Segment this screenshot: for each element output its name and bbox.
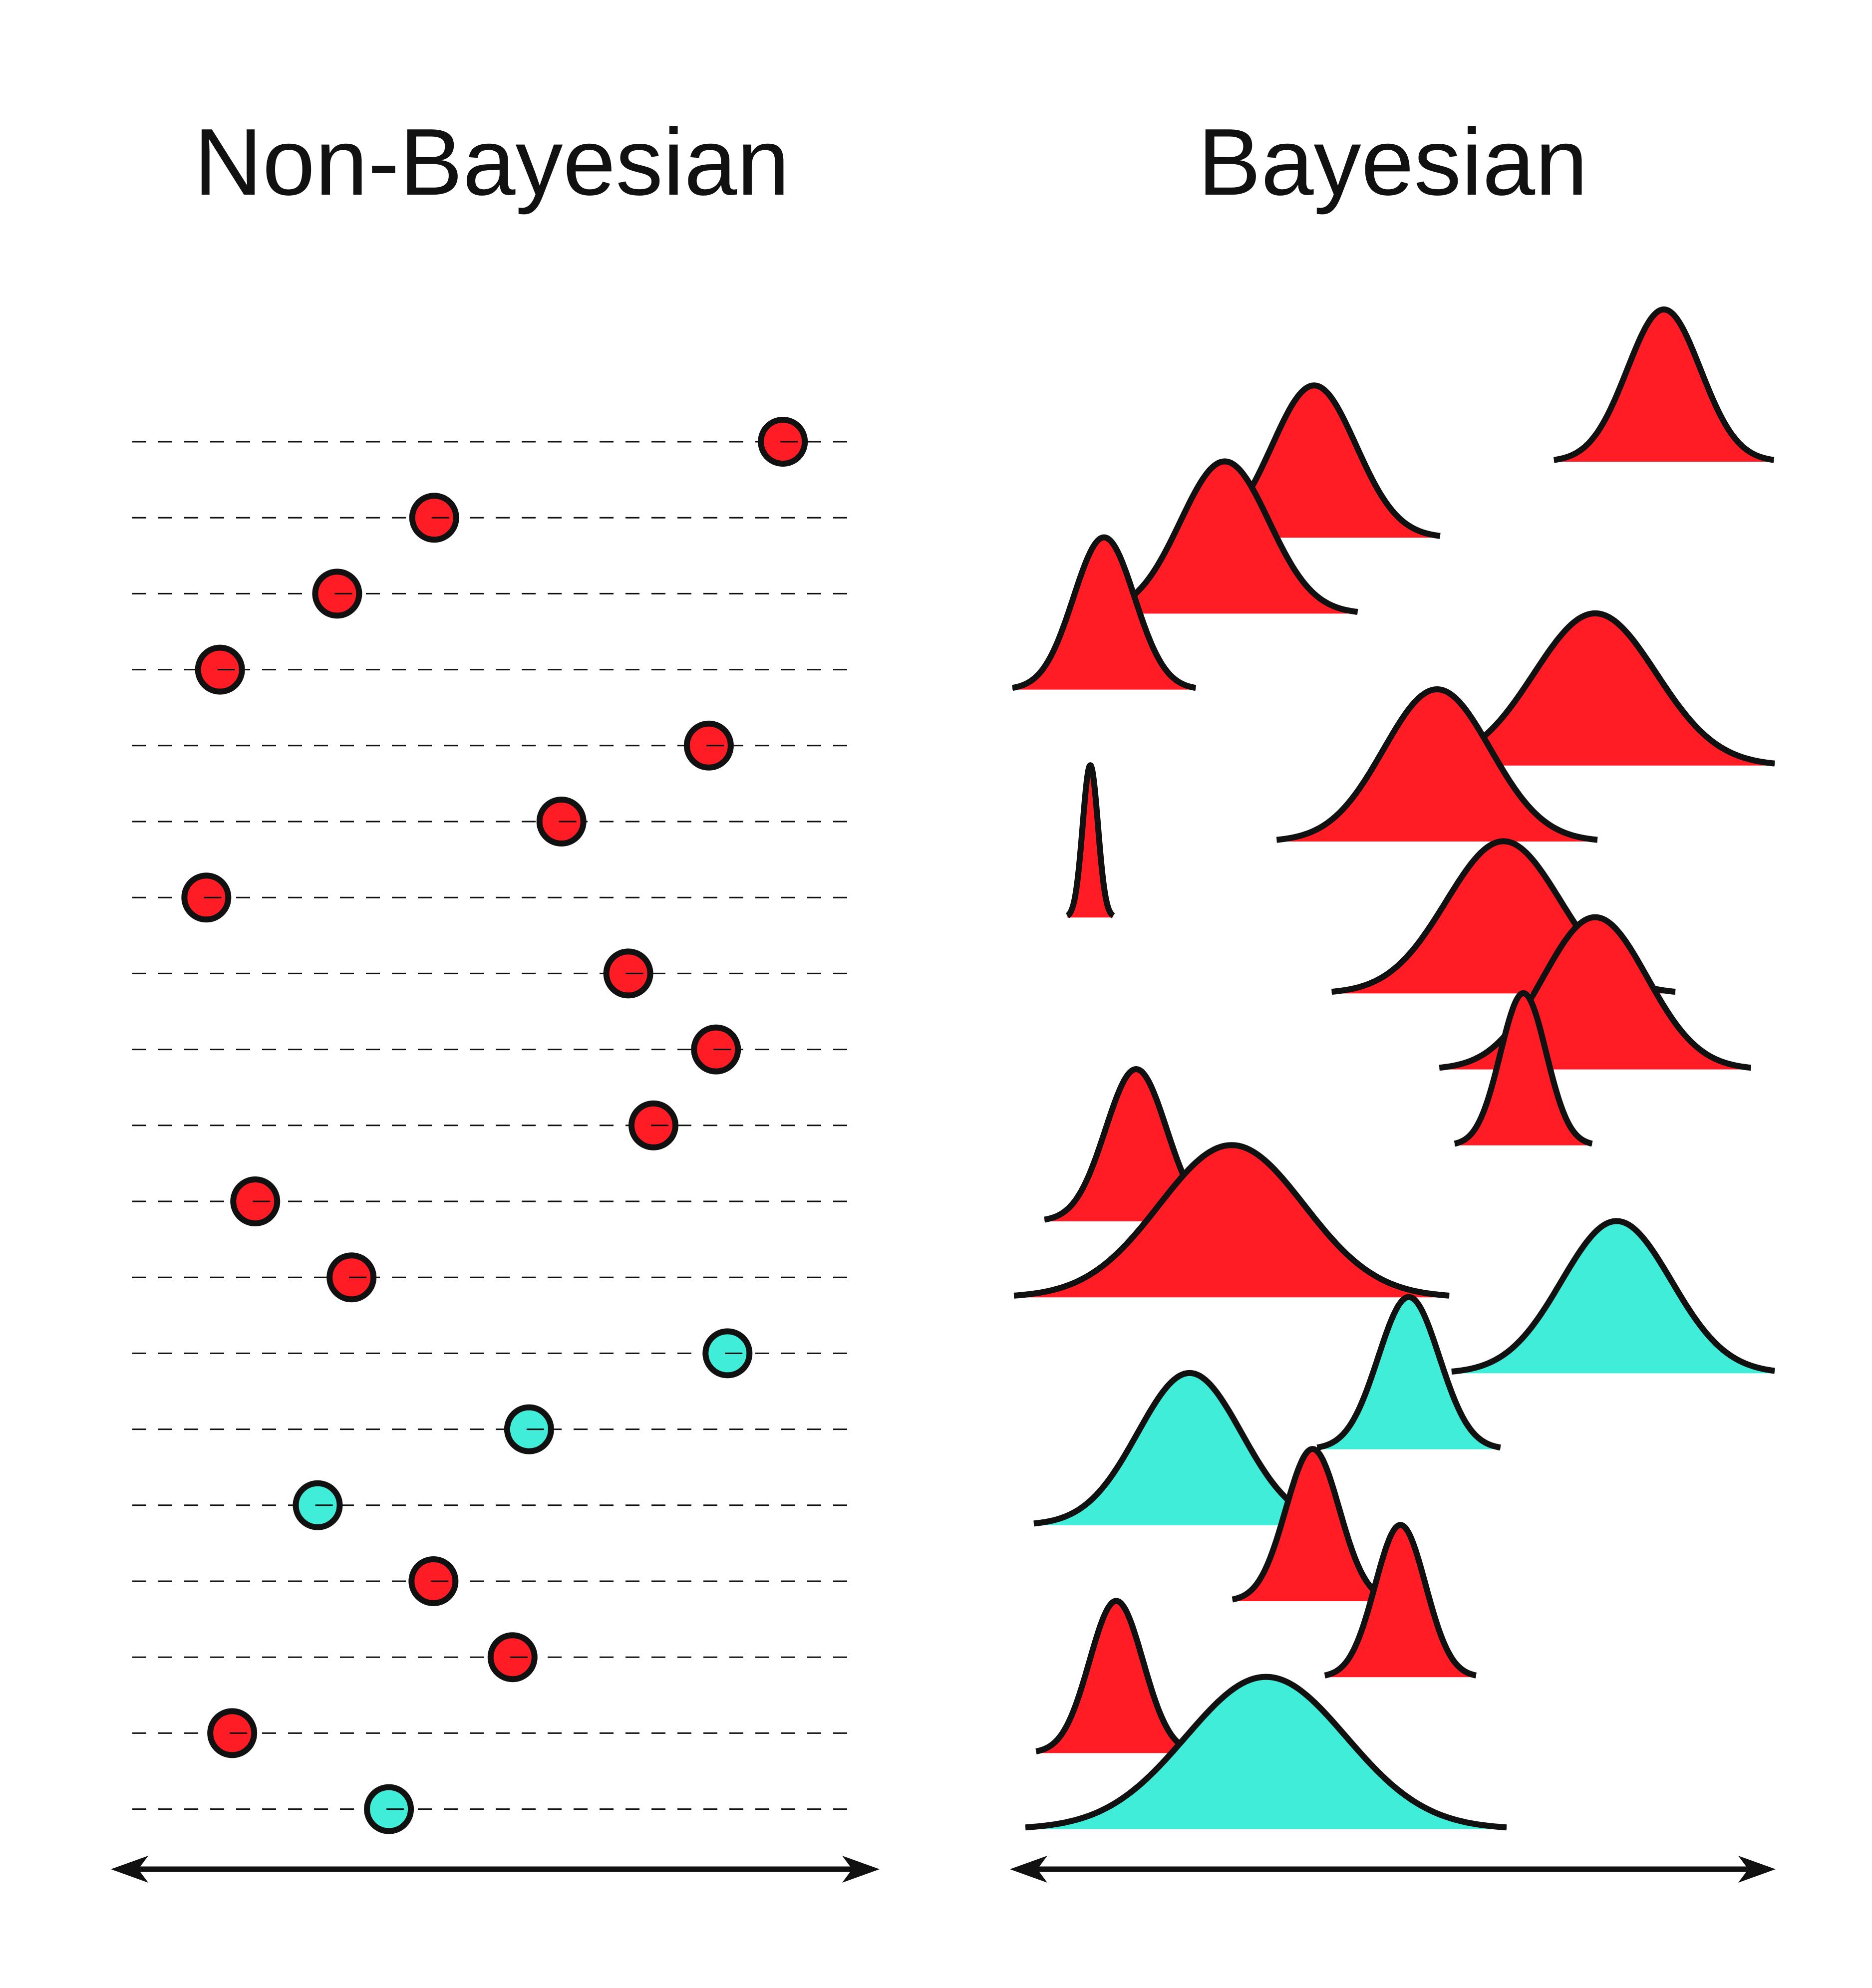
posterior-red — [1065, 762, 1116, 919]
posterior-red — [1231, 1446, 1395, 1603]
posterior-red — [1013, 1142, 1450, 1299]
posterior-red — [1011, 534, 1198, 691]
posterior-red — [1323, 1522, 1478, 1679]
posterior-cyan — [1025, 1674, 1507, 1831]
posterior-red — [1276, 686, 1598, 843]
bayesian-panel — [1010, 306, 1776, 1883]
left-panel-title: Non-Bayesian — [194, 109, 789, 215]
non-bayesian-panel — [111, 417, 880, 1883]
bayesian-axis-arrow — [1010, 1856, 1776, 1883]
posterior-red — [1453, 990, 1594, 1147]
posterior-cyan — [1451, 1218, 1775, 1375]
posterior-red — [1553, 306, 1775, 463]
non-bayesian-axis-arrow — [111, 1856, 880, 1883]
right-panel-title: Bayesian — [1198, 109, 1588, 215]
posterior-cyan — [1315, 1294, 1502, 1451]
posterior-red — [1034, 1598, 1199, 1754]
